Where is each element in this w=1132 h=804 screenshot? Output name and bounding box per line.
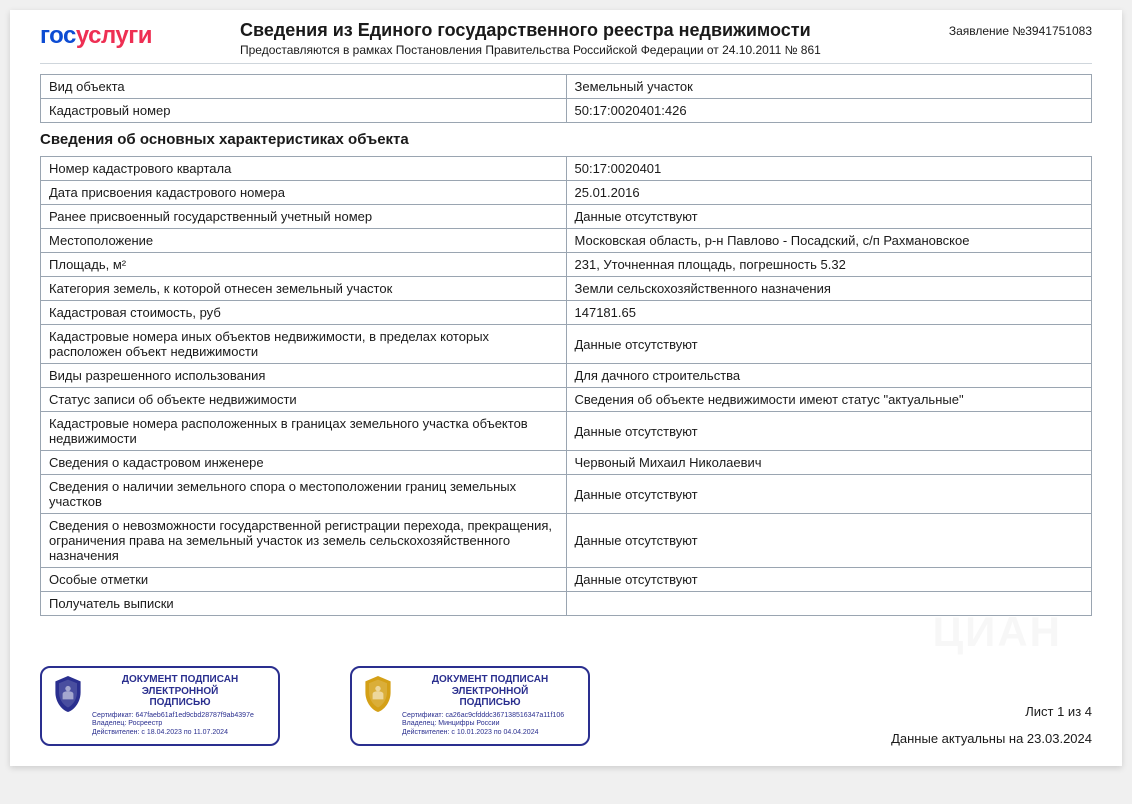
cell-label: Дата присвоения кадастрового номера (41, 181, 567, 205)
object-summary-table: Вид объектаЗемельный участокКадастровый … (40, 74, 1092, 123)
cell-label: Виды разрешенного использования (41, 364, 567, 388)
emblem-icon (360, 674, 396, 714)
cell-label: Кадастровые номера расположенных в грани… (41, 412, 567, 451)
signature-title: ДОКУМЕНТ ПОДПИСАНЭЛЕКТРОННОЙПОДПИСЬЮ (402, 674, 578, 709)
table-row: Вид объектаЗемельный участок (41, 75, 1092, 99)
signature-cert: Сертификат: 647fаеb61аf1еd9сbd28787f9аb4… (92, 712, 268, 721)
cell-label: Ранее присвоенный государственный учетны… (41, 205, 567, 229)
signature-cert: Сертификат: са26ас9сfdddс367138516347а11… (402, 712, 578, 721)
emblem-icon (50, 674, 86, 714)
section-title: Сведения об основных характеристиках объ… (40, 131, 1092, 148)
table-row: Дата присвоения кадастрового номера25.01… (41, 181, 1092, 205)
cell-label: Особые отметки (41, 568, 567, 592)
table-row: Сведения о наличии земельного спора о ме… (41, 475, 1092, 514)
signature-valid: Действителен: с 10.01.2023 по 04.04.2024 (402, 729, 578, 738)
signature-title: ДОКУМЕНТ ПОДПИСАНЭЛЕКТРОННОЙПОДПИСЬЮ (92, 674, 268, 709)
signature-owner: Владелец: Росреестр (92, 720, 268, 729)
table-row: Кадастровый номер50:17:0020401:426 (41, 99, 1092, 123)
cell-value: 25.01.2016 (566, 181, 1092, 205)
cell-value: Данные отсутствуют (566, 568, 1092, 592)
cell-label: Получатель выписки (41, 592, 567, 616)
cell-value: Данные отсутствуют (566, 205, 1092, 229)
document-page: госуслуги Сведения из Единого государств… (10, 10, 1122, 766)
cell-label: Кадастровые номера иных объектов недвижи… (41, 325, 567, 364)
page-count: Лист 1 из 4 (891, 704, 1092, 719)
cell-value: Данные отсутствуют (566, 412, 1092, 451)
data-actual-date: Данные актуальны на 23.03.2024 (891, 731, 1092, 746)
signatures: ДОКУМЕНТ ПОДПИСАНЭЛЕКТРОННОЙПОДПИСЬЮ Сер… (40, 666, 590, 746)
cell-value: 147181.65 (566, 301, 1092, 325)
cell-label: Кадастровая стоимость, руб (41, 301, 567, 325)
table-row: Категория земель, к которой отнесен земе… (41, 277, 1092, 301)
cell-value: 50:17:0020401:426 (566, 99, 1092, 123)
cell-value: Для дачного строительства (566, 364, 1092, 388)
table-row: Кадастровая стоимость, руб147181.65 (41, 301, 1092, 325)
cell-label: Сведения о невозможности государственной… (41, 514, 567, 568)
object-details-table: Номер кадастрового квартала50:17:0020401… (40, 156, 1092, 616)
signature-valid: Действителен: с 18.04.2023 по 11.07.2024 (92, 729, 268, 738)
cell-value: Данные отсутствуют (566, 514, 1092, 568)
table-row: Особые отметкиДанные отсутствуют (41, 568, 1092, 592)
cell-value: Земельный участок (566, 75, 1092, 99)
signature-box: ДОКУМЕНТ ПОДПИСАНЭЛЕКТРОННОЙПОДПИСЬЮ Сер… (350, 666, 590, 746)
emblem-icon (50, 674, 86, 714)
cell-label: Площадь, м² (41, 253, 567, 277)
cell-value: Земли сельскохозяйственного назначения (566, 277, 1092, 301)
cell-value: Сведения об объекте недвижимости имеют с… (566, 388, 1092, 412)
header: госуслуги Сведения из Единого государств… (40, 20, 1092, 64)
cell-value: Московская область, р-н Павлово - Посадс… (566, 229, 1092, 253)
logo: госуслуги (40, 20, 240, 50)
signature-box: ДОКУМЕНТ ПОДПИСАНЭЛЕКТРОННОЙПОДПИСЬЮ Сер… (40, 666, 280, 746)
cell-label: Сведения о кадастровом инженере (41, 451, 567, 475)
cell-value: Данные отсутствуют (566, 475, 1092, 514)
table-row: Ранее присвоенный государственный учетны… (41, 205, 1092, 229)
table-row: Получатель выписки (41, 592, 1092, 616)
table-row: Кадастровые номера иных объектов недвижи… (41, 325, 1092, 364)
cell-label: Вид объекта (41, 75, 567, 99)
table-row: МестоположениеМосковская область, р-н Па… (41, 229, 1092, 253)
logo-part1: гос (40, 22, 76, 49)
signature-owner: Владелец: Минцифры России (402, 720, 578, 729)
cell-label: Статус записи об объекте недвижимости (41, 388, 567, 412)
header-center: Сведения из Единого государственного рее… (240, 20, 949, 57)
cell-label: Кадастровый номер (41, 99, 567, 123)
application-number: Заявление №3941751083 (949, 20, 1092, 38)
table-row: Кадастровые номера расположенных в грани… (41, 412, 1092, 451)
cell-value: Червоный Михаил Николаевич (566, 451, 1092, 475)
page-title: Сведения из Единого государственного рее… (240, 20, 949, 41)
cell-label: Категория земель, к которой отнесен земе… (41, 277, 567, 301)
cell-value: Данные отсутствуют (566, 325, 1092, 364)
page-subtitle: Предоставляются в рамках Постановления П… (240, 43, 949, 57)
signature-text: ДОКУМЕНТ ПОДПИСАНЭЛЕКТРОННОЙПОДПИСЬЮ Сер… (402, 674, 578, 738)
table-row: Статус записи об объекте недвижимостиСве… (41, 388, 1092, 412)
table-row: Виды разрешенного использованияДля дачно… (41, 364, 1092, 388)
table-row: Сведения о невозможности государственной… (41, 514, 1092, 568)
cell-label: Местоположение (41, 229, 567, 253)
emblem-icon (360, 674, 396, 714)
cell-value: 50:17:0020401 (566, 157, 1092, 181)
table-row: Площадь, м²231, Уточненная площадь, погр… (41, 253, 1092, 277)
footer-right: Лист 1 из 4 Данные актуальны на 23.03.20… (891, 704, 1092, 746)
cell-label: Номер кадастрового квартала (41, 157, 567, 181)
signature-text: ДОКУМЕНТ ПОДПИСАНЭЛЕКТРОННОЙПОДПИСЬЮ Сер… (92, 674, 268, 738)
cell-value: 231, Уточненная площадь, погрешность 5.3… (566, 253, 1092, 277)
logo-part2: услуги (76, 22, 152, 49)
table-row: Номер кадастрового квартала50:17:0020401 (41, 157, 1092, 181)
table-row: Сведения о кадастровом инженереЧервоный … (41, 451, 1092, 475)
cell-label: Сведения о наличии земельного спора о ме… (41, 475, 567, 514)
footer: ДОКУМЕНТ ПОДПИСАНЭЛЕКТРОННОЙПОДПИСЬЮ Сер… (40, 666, 1092, 746)
cell-value (566, 592, 1092, 616)
